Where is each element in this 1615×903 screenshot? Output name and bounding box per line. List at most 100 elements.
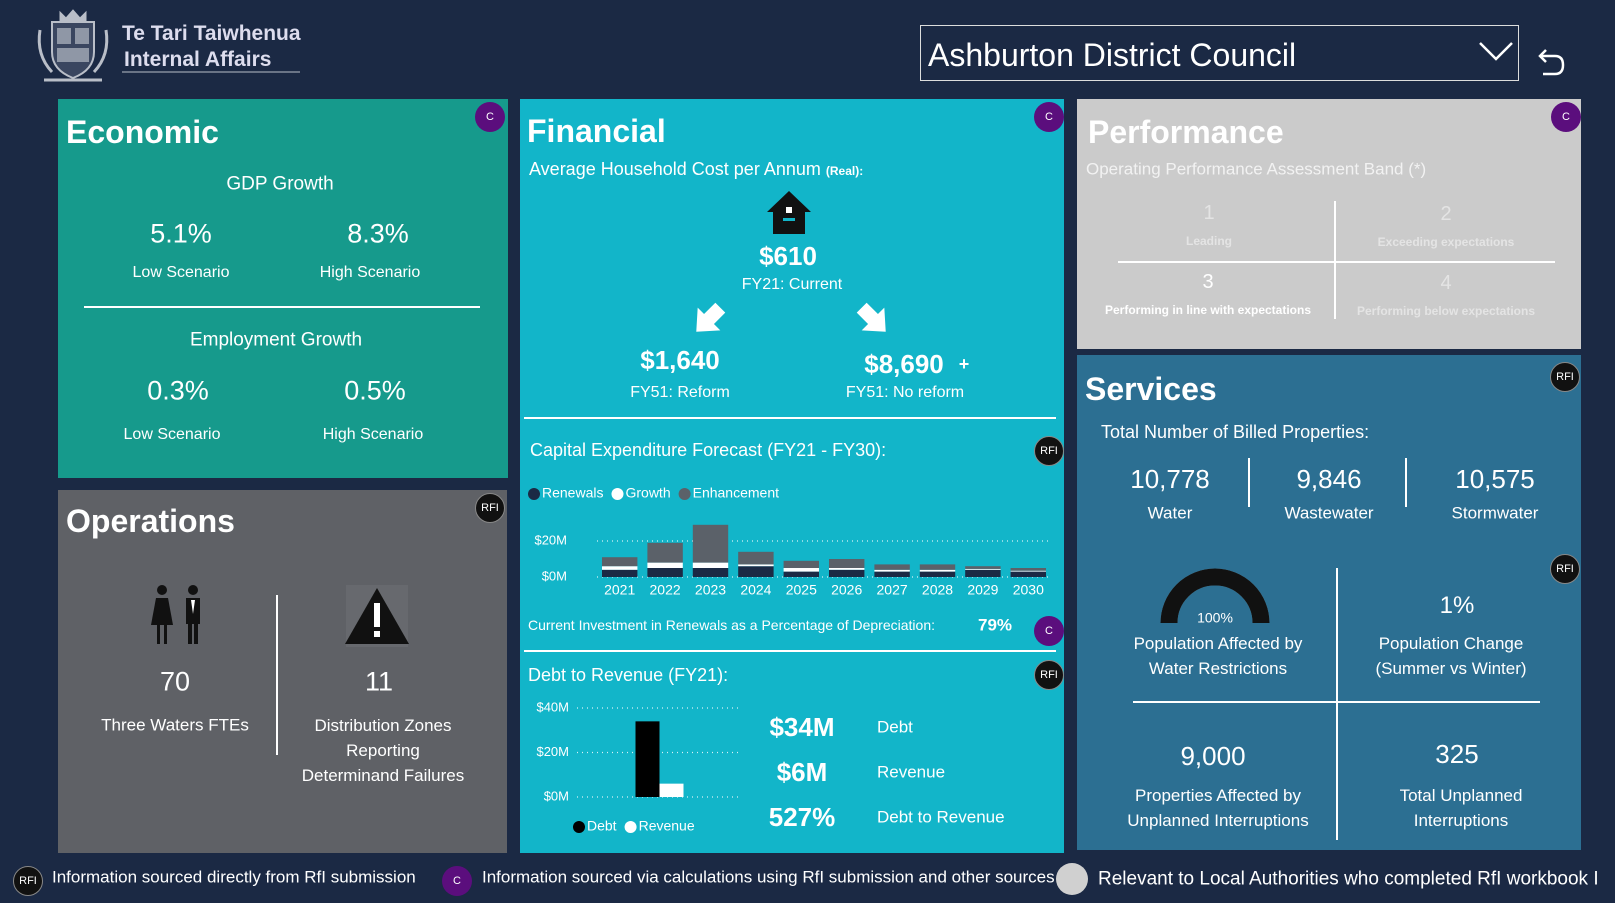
legend-marker bbox=[573, 821, 585, 833]
kpi-label: Water bbox=[1147, 503, 1193, 523]
y-tick-label: $20M bbox=[534, 532, 567, 547]
x-tick-label: 2024 bbox=[740, 582, 771, 598]
y-tick-label: $20M bbox=[536, 744, 569, 759]
debt-value: $34M bbox=[769, 712, 835, 742]
subtitle: Average Household Cost per Annum (Real): bbox=[529, 160, 863, 178]
kpi-value: 8.3% bbox=[347, 218, 409, 249]
bar-segment bbox=[783, 568, 820, 572]
badge: C bbox=[1034, 102, 1064, 132]
subtitle-text: Average Household Cost per Annum bbox=[529, 159, 821, 179]
kpi-label: Wastewater bbox=[1284, 503, 1374, 523]
warning-icon bbox=[345, 585, 409, 647]
x-tick-label: 2022 bbox=[650, 582, 681, 598]
band-label: Exceeding expectations bbox=[1377, 235, 1515, 249]
bar-segment bbox=[783, 571, 820, 577]
cost-label: FY51: No reform bbox=[845, 384, 965, 401]
kpi-value: 9,000 bbox=[1180, 741, 1246, 771]
bar-segment bbox=[601, 557, 638, 567]
bar-segment bbox=[828, 559, 865, 568]
performance-card bbox=[1077, 99, 1581, 349]
council-dropdown[interactable] bbox=[920, 25, 1519, 81]
band-number: 1 bbox=[1203, 202, 1215, 224]
kpi-label: Low Scenario bbox=[123, 426, 221, 443]
subtitle: Operating Performance Assessment Band (*… bbox=[1086, 159, 1427, 179]
band-label: Leading bbox=[1185, 234, 1233, 248]
cost-value: $8,690 bbox=[864, 349, 944, 379]
band-label: Performing in line with expectations bbox=[1104, 303, 1312, 317]
kpi-value: 9,846 bbox=[1296, 464, 1362, 494]
bar-segment bbox=[692, 568, 729, 577]
badge: RFI bbox=[1550, 554, 1580, 584]
kpi-value: 10,778 bbox=[1130, 464, 1210, 494]
x-tick-label: 2030 bbox=[1013, 582, 1044, 598]
subtitle: Total Number of Billed Properties: bbox=[1101, 422, 1370, 442]
crest-logo bbox=[37, 9, 109, 82]
dropdown-chevron[interactable] bbox=[1479, 42, 1513, 61]
subtitle-note: (Real): bbox=[825, 164, 864, 178]
house-icon bbox=[767, 191, 811, 234]
bar-segment bbox=[874, 571, 910, 577]
kpi-value: 5.1% bbox=[150, 218, 212, 249]
bar-segment bbox=[1010, 570, 1047, 572]
bar-segment bbox=[828, 568, 865, 570]
back-button[interactable] bbox=[1538, 49, 1565, 76]
cost-value: $1,640 bbox=[640, 345, 720, 375]
footer-note: Information sourced via calculations usi… bbox=[482, 867, 1055, 887]
bar-segment bbox=[919, 564, 956, 570]
bar-segment bbox=[1010, 571, 1047, 577]
badge: RFI bbox=[475, 493, 505, 523]
kpi-value: 1% bbox=[1439, 592, 1475, 619]
x-tick-label: 2027 bbox=[877, 582, 908, 598]
bar bbox=[635, 721, 660, 797]
cost-label: FY21: Current bbox=[741, 276, 843, 293]
kpi-label: High Scenario bbox=[319, 264, 421, 281]
legend-label: Enhancement bbox=[693, 485, 780, 501]
badge: C bbox=[475, 102, 505, 132]
kpi-label: Stormwater bbox=[1451, 503, 1539, 523]
legend-marker bbox=[624, 821, 637, 833]
kpi-value: 0.5% bbox=[344, 375, 406, 406]
kpi-value: 11 bbox=[364, 666, 394, 697]
economic-card bbox=[58, 99, 508, 478]
x-tick-label: 2026 bbox=[831, 582, 862, 598]
bar-segment bbox=[601, 569, 638, 577]
kpi-value: 10,575 bbox=[1455, 464, 1535, 494]
bar-segment bbox=[965, 566, 1001, 569]
badge: RFI bbox=[13, 866, 43, 896]
bar-segment bbox=[738, 566, 774, 577]
arrow-reform bbox=[696, 302, 726, 332]
legend-label: Renewals bbox=[542, 485, 603, 501]
band-number: 2 bbox=[1440, 203, 1452, 225]
council-name[interactable]: Ashburton District Council bbox=[928, 37, 1297, 73]
chart-title: Debt to Revenue (FY21): bbox=[528, 665, 729, 685]
debt-value: 527% bbox=[768, 802, 836, 832]
bar-segment bbox=[647, 562, 683, 568]
legend-label: Debt bbox=[587, 818, 617, 834]
kpi-label: Population Affected by Water Restriction… bbox=[1133, 634, 1303, 678]
legend-marker bbox=[678, 488, 691, 500]
y-tick-label: $0M bbox=[544, 788, 569, 803]
bar-segment bbox=[828, 569, 865, 577]
band-number: 4 bbox=[1440, 272, 1452, 294]
legend-label: Revenue bbox=[639, 818, 695, 834]
x-tick-label: 2029 bbox=[967, 582, 998, 598]
people-icon bbox=[151, 585, 200, 644]
bar-segment bbox=[692, 562, 729, 568]
cost-value: $610 bbox=[759, 241, 817, 271]
gauge-arc bbox=[1160, 568, 1270, 624]
bar bbox=[659, 783, 684, 797]
cost-label: FY51: Reform bbox=[630, 384, 730, 401]
bar-segment bbox=[738, 564, 774, 567]
badge: RFI bbox=[1550, 362, 1580, 392]
debt-label: Debt to Revenue bbox=[877, 807, 1005, 827]
heading: Employment Growth bbox=[189, 329, 363, 351]
card-title: Performance bbox=[1088, 114, 1284, 150]
y-tick-label: $40M bbox=[536, 699, 569, 714]
kpi-value: 325 bbox=[1435, 739, 1479, 769]
kpi-value: 0.3% bbox=[147, 375, 209, 406]
kpi-label: Distribution Zones Reporting Determinand… bbox=[301, 716, 465, 785]
arrow-no-reform bbox=[856, 302, 886, 332]
kpi-value: 70 bbox=[159, 666, 191, 697]
legend-marker bbox=[528, 488, 540, 500]
